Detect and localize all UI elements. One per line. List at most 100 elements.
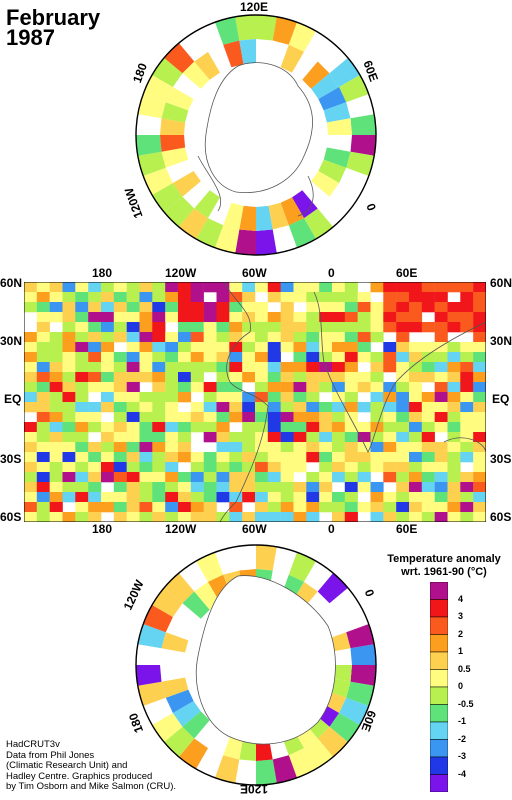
credit-line-5: by Tim Osborn and Mike Salmon (CRU). xyxy=(6,781,176,792)
world-anomaly-cell xyxy=(396,402,410,413)
world-anomaly-cell xyxy=(36,382,50,393)
world-anomaly-cell xyxy=(101,422,115,433)
world-anomaly-cell xyxy=(332,432,346,443)
world-anomaly-cell xyxy=(165,512,179,522)
world-anomaly-cell xyxy=(293,352,307,363)
world-anomaly-cell xyxy=(178,472,192,483)
credits: HadCRUT3v Data from Phil Jones (Climatic… xyxy=(6,739,196,793)
world-anomaly-cell xyxy=(242,442,256,453)
world-anomaly-cell xyxy=(344,302,358,313)
legend-swatch xyxy=(430,721,448,740)
world-anomaly-cell xyxy=(203,462,217,473)
north-anomaly-cell xyxy=(318,159,347,183)
legend-swatch xyxy=(430,739,448,758)
world-anomaly-cell xyxy=(332,422,346,433)
world-anomaly-cell xyxy=(255,322,269,333)
world-anomaly-cell xyxy=(280,442,294,453)
world-anomaly-cell xyxy=(332,402,346,413)
world-anomaly-cell xyxy=(306,432,320,443)
world-anomaly-cell xyxy=(75,382,89,393)
world-anomaly-cell xyxy=(126,392,140,403)
south-anomaly-cell xyxy=(194,581,220,610)
world-anomaly-cell xyxy=(203,352,217,363)
south-anomaly-cell xyxy=(288,552,316,582)
world-anomaly-cell xyxy=(126,472,140,483)
world-anomaly-cell xyxy=(75,442,89,453)
world-anomaly-cell xyxy=(24,472,38,483)
world-anomaly-cell xyxy=(421,512,435,522)
north-anomaly-cell xyxy=(164,43,195,74)
world-anomaly-cell xyxy=(332,382,346,393)
world-anomaly-cell xyxy=(203,422,217,433)
world-anomaly-cell xyxy=(267,502,281,513)
world-anomaly-cell xyxy=(447,312,461,323)
south-anomaly-cell xyxy=(137,624,166,649)
legend-swatch xyxy=(430,686,448,705)
world-anomaly-cell xyxy=(88,322,102,333)
australia-coastline xyxy=(443,437,486,453)
world-anomaly-cell xyxy=(421,362,435,373)
south-anomaly-cell xyxy=(272,755,297,784)
south-anomaly-cell xyxy=(346,624,375,649)
world-anomaly-cell xyxy=(139,432,153,443)
world-anomaly-cell xyxy=(332,342,346,353)
world-anomaly-cell xyxy=(113,412,127,423)
world-anomaly-cell xyxy=(165,442,179,453)
world-right-label-60s: 60S xyxy=(490,510,512,524)
north-anomaly-cell xyxy=(196,218,224,248)
legend-swatch xyxy=(430,634,448,653)
world-anomaly-cell xyxy=(434,352,448,363)
world-anomaly-cell xyxy=(473,302,486,313)
world-anomaly-cell xyxy=(126,502,140,513)
world-anomaly-cell xyxy=(293,382,307,393)
world-anomaly-cell xyxy=(409,442,423,453)
world-anomaly-cell xyxy=(216,322,230,333)
world-anomaly-cell xyxy=(113,282,127,293)
world-anomaly-cell xyxy=(267,472,281,483)
world-anomaly-cell xyxy=(152,482,166,493)
world-anomaly-cell xyxy=(62,452,76,463)
legend-swatch xyxy=(430,704,448,723)
world-anomaly-cell xyxy=(280,412,294,423)
world-anomaly-cell xyxy=(101,352,115,363)
world-anomaly-cell xyxy=(152,302,166,313)
world-anomaly-cell xyxy=(421,422,435,433)
world-anomaly-cell xyxy=(36,482,50,493)
world-anomaly-cell xyxy=(229,392,243,403)
world-top-label-60w: 60W xyxy=(242,266,267,280)
world-anomaly-cell xyxy=(255,372,269,383)
north-label-120e: 120E xyxy=(240,0,269,14)
world-anomaly-cell xyxy=(370,462,384,473)
world-anomaly-cell xyxy=(139,292,153,303)
north-anomaly-cell xyxy=(215,225,240,254)
world-anomaly-cell xyxy=(473,322,486,333)
south-label-120e: 120E xyxy=(240,782,269,796)
world-anomaly-cell xyxy=(24,492,38,503)
world-anomaly-cell xyxy=(383,382,397,393)
world-anomaly-cell xyxy=(280,342,294,353)
world-anomaly-cell xyxy=(75,492,89,503)
north-anomaly-cell xyxy=(161,147,189,168)
world-anomaly-cell xyxy=(473,442,486,453)
north-anomaly-cell xyxy=(235,15,256,41)
world-anomaly-cell xyxy=(126,352,140,363)
world-anomaly-cell xyxy=(216,372,230,383)
world-anomaly-cell xyxy=(460,392,474,403)
world-anomaly-cell xyxy=(344,492,358,503)
world-anomaly-cell xyxy=(383,412,397,423)
world-anomaly-cell xyxy=(434,322,448,333)
world-anomaly-cell xyxy=(447,322,461,333)
world-anomaly-cell xyxy=(421,502,435,513)
world-anomaly-cell xyxy=(49,472,63,483)
world-anomaly-cell xyxy=(306,332,320,343)
world-anomaly-cell xyxy=(409,372,423,383)
world-anomaly-cell xyxy=(216,442,230,453)
world-anomaly-cell xyxy=(473,312,486,323)
legend-label: 0.5 xyxy=(458,663,471,674)
world-anomaly-cell xyxy=(434,412,448,423)
world-anomaly-cell xyxy=(473,352,486,363)
world-anomaly-cell xyxy=(152,292,166,303)
world-anomaly-cell xyxy=(306,312,320,323)
world-anomaly-cell xyxy=(49,432,63,443)
world-anomaly-cell xyxy=(267,462,281,473)
